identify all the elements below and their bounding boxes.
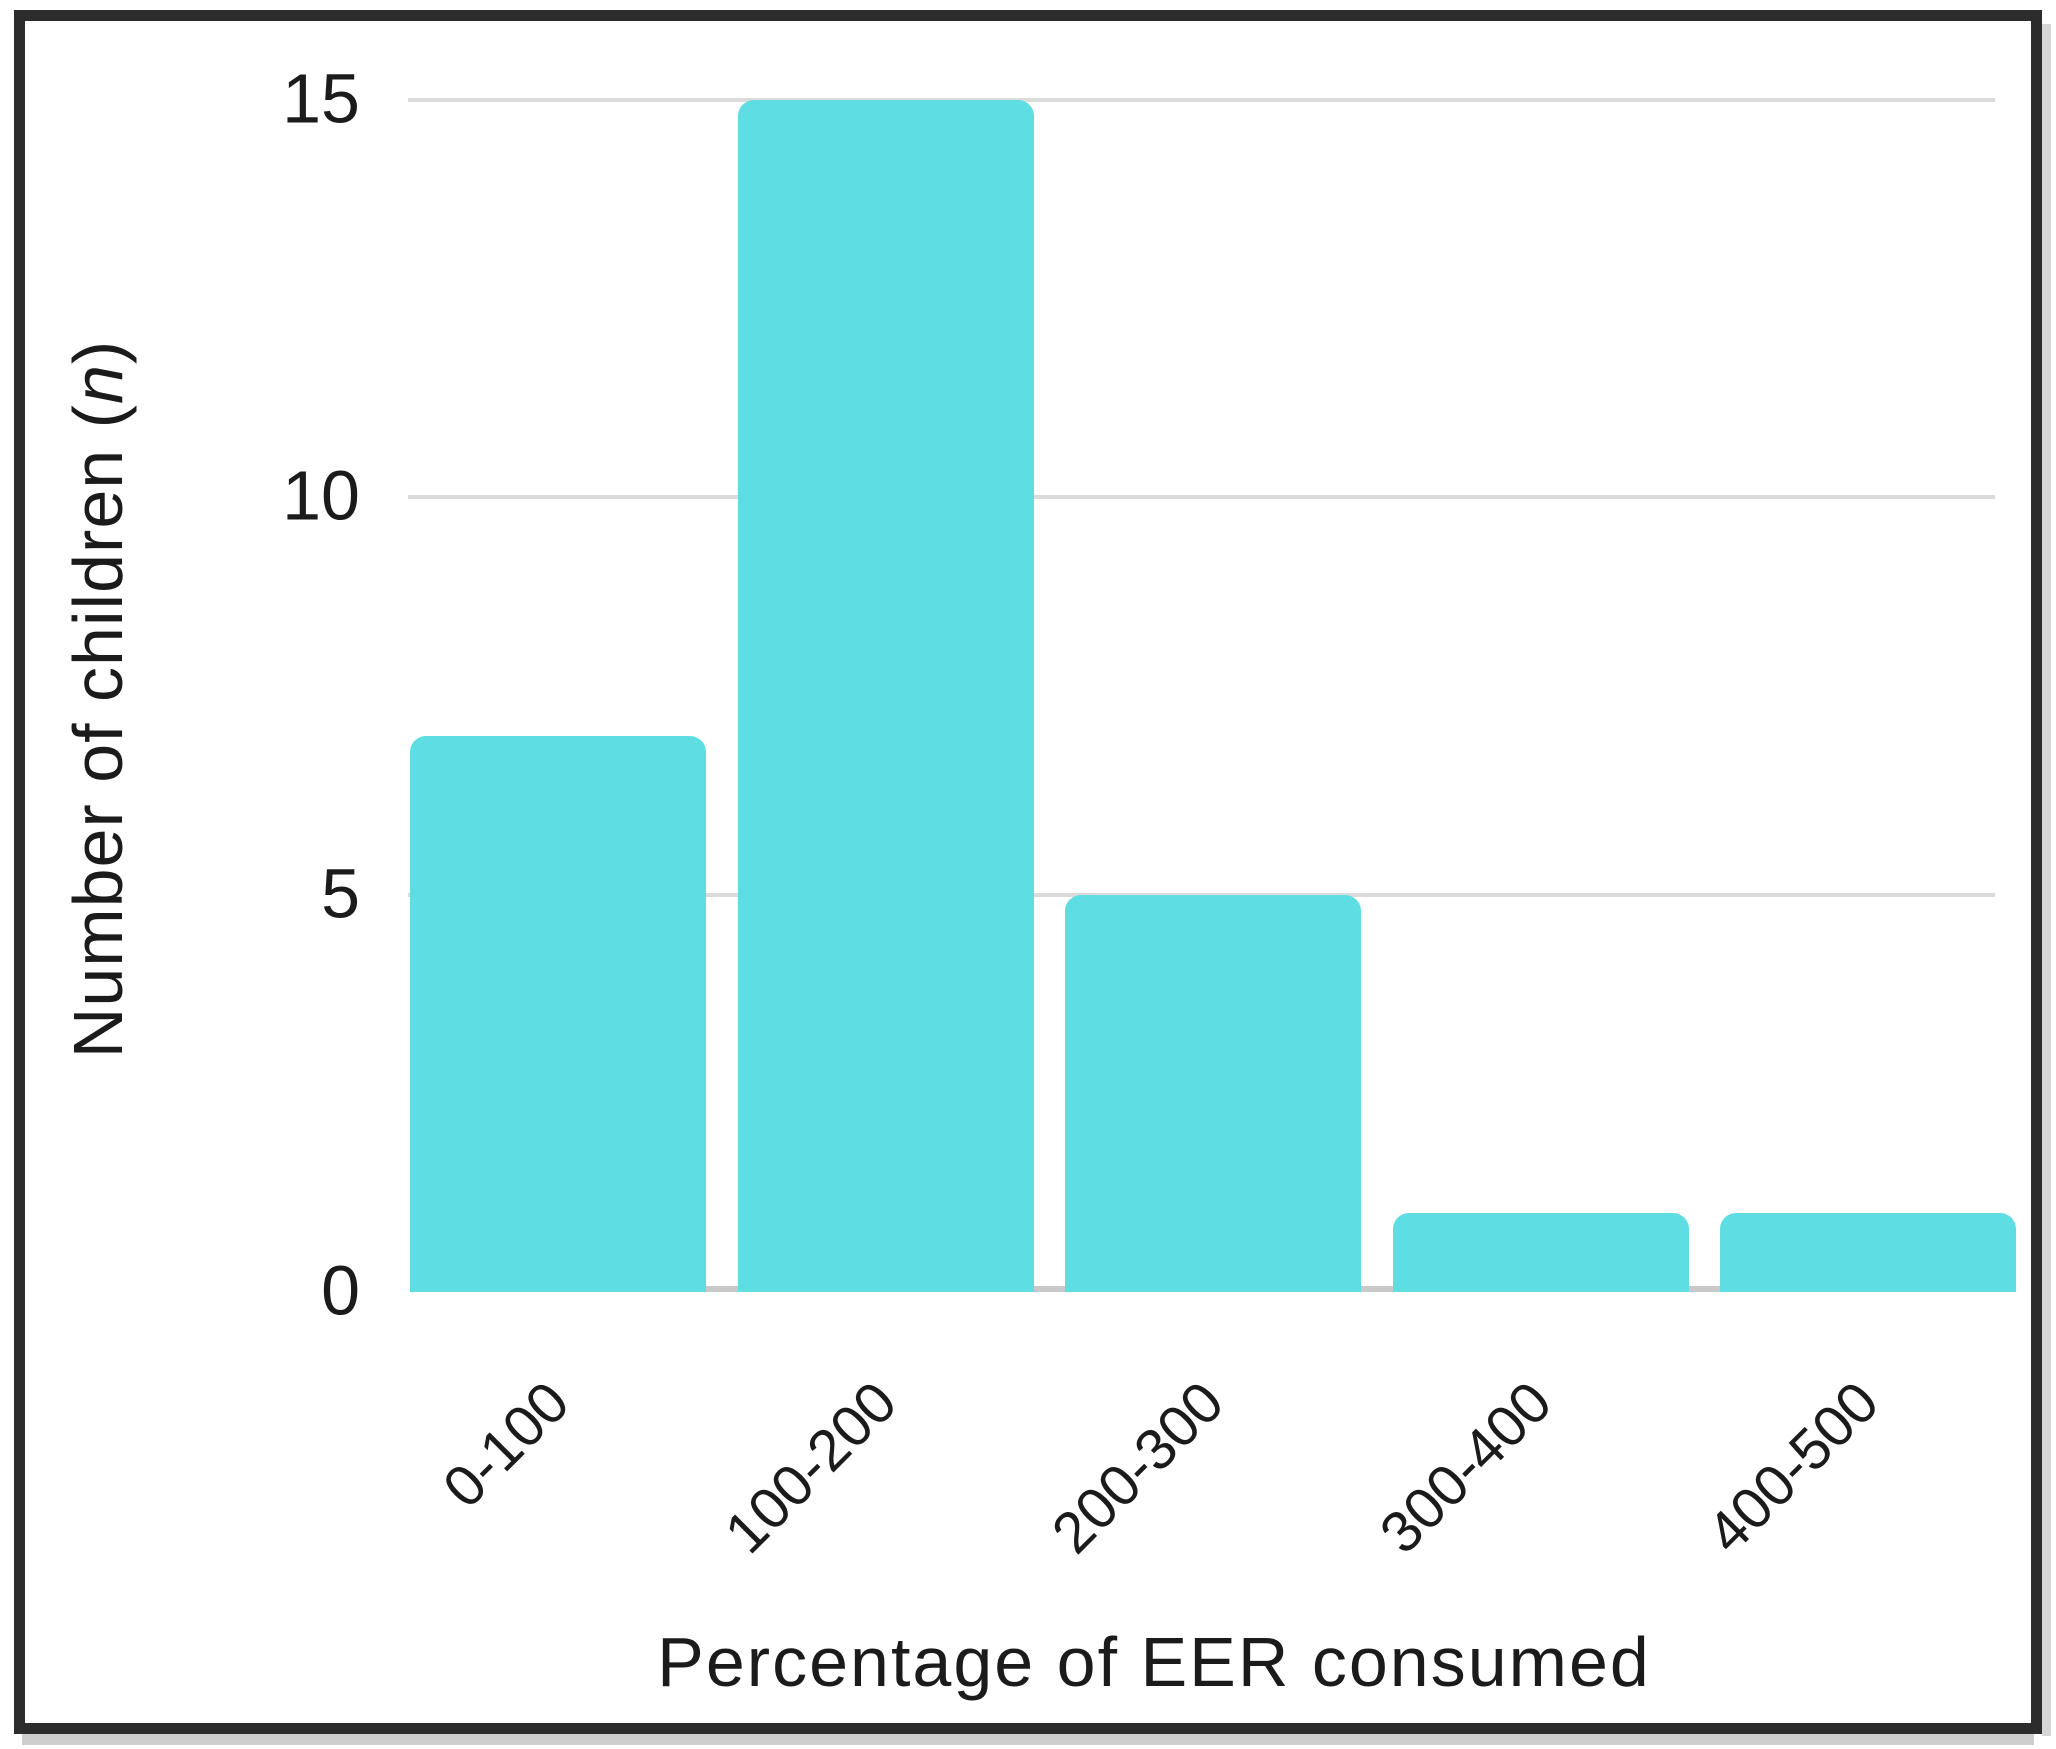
y-axis-title-italic-n: n [59,364,137,405]
scan-edge-bottom [22,1734,2034,1745]
y-tick-label-15: 15 [282,59,360,138]
x-tick-label-0-100: 0-100 [430,1369,582,1521]
bar-0-100 [410,735,706,1292]
x-axis-title: Percentage of EER consumed [657,1623,1651,1701]
x-tick-label-200-300: 200-300 [1039,1369,1237,1566]
y-tick-label-10: 10 [282,456,360,535]
bar-200-300 [1065,894,1361,1292]
scan-edge-right [2042,24,2051,1736]
y-tick-label-5: 5 [321,854,360,933]
bar-400-500 [1720,1212,2016,1292]
x-tick-label-300-400: 300-400 [1367,1369,1564,1566]
gridline-15 [408,98,1995,102]
y-tick-label-0: 0 [321,1251,360,1330]
y-axis-title-text: Number of children ( [59,404,137,1059]
bar-300-400 [1392,1212,1689,1292]
y-axis-title-close-paren: ) [59,339,137,365]
x-tick-label-400-500: 400-500 [1694,1369,1892,1566]
gridline-10 [408,495,1995,500]
x-tick-label-100-200: 100-200 [712,1369,909,1566]
bar-100-200 [737,100,1034,1292]
chart-frame [14,10,2042,1734]
y-axis-title: Number of children (n) [58,340,138,1058]
